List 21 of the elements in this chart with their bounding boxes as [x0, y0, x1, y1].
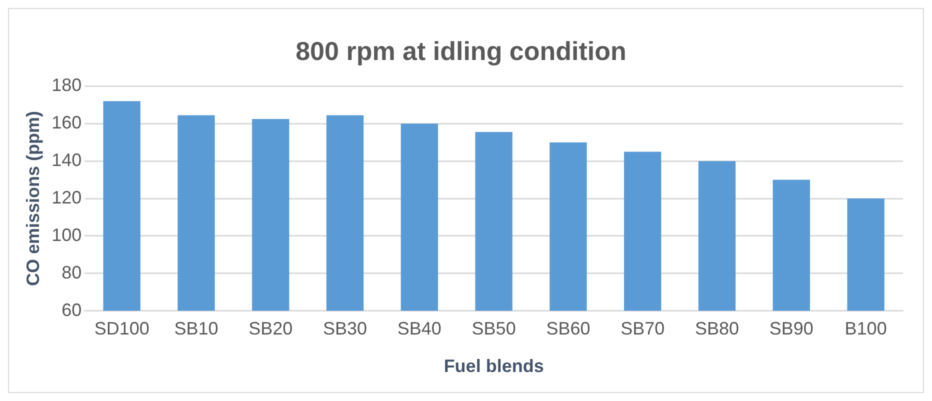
x-tick-label: SB10: [174, 318, 218, 339]
y-tick-label: 80: [62, 262, 82, 282]
y-tick-label: 100: [52, 224, 82, 245]
y-tick-label: 120: [52, 187, 82, 208]
x-tick-label: SD100: [94, 318, 150, 339]
y-tick-label: 180: [52, 75, 82, 96]
y-axis-title: CO emissions (ppm): [22, 110, 43, 286]
x-tick-label: SB30: [323, 318, 368, 339]
y-tick-label: 60: [62, 300, 82, 320]
y-tick-label: 140: [52, 150, 82, 170]
y-tick-label: 160: [52, 112, 82, 133]
x-tick-label: B100: [844, 318, 887, 339]
x-tick-label: SB80: [694, 318, 740, 339]
x-tick-label: SB20: [248, 318, 293, 339]
chart-title: 800 rpm at idling condition: [296, 36, 626, 66]
x-axis-title: Fuel blends: [444, 356, 544, 376]
x-tick-label: SB40: [397, 318, 442, 339]
x-tick-label: SB60: [546, 318, 590, 339]
x-tick-label: SB70: [620, 318, 665, 339]
x-tick-label: SB50: [472, 318, 516, 339]
x-tick-label: SB90: [769, 318, 814, 339]
